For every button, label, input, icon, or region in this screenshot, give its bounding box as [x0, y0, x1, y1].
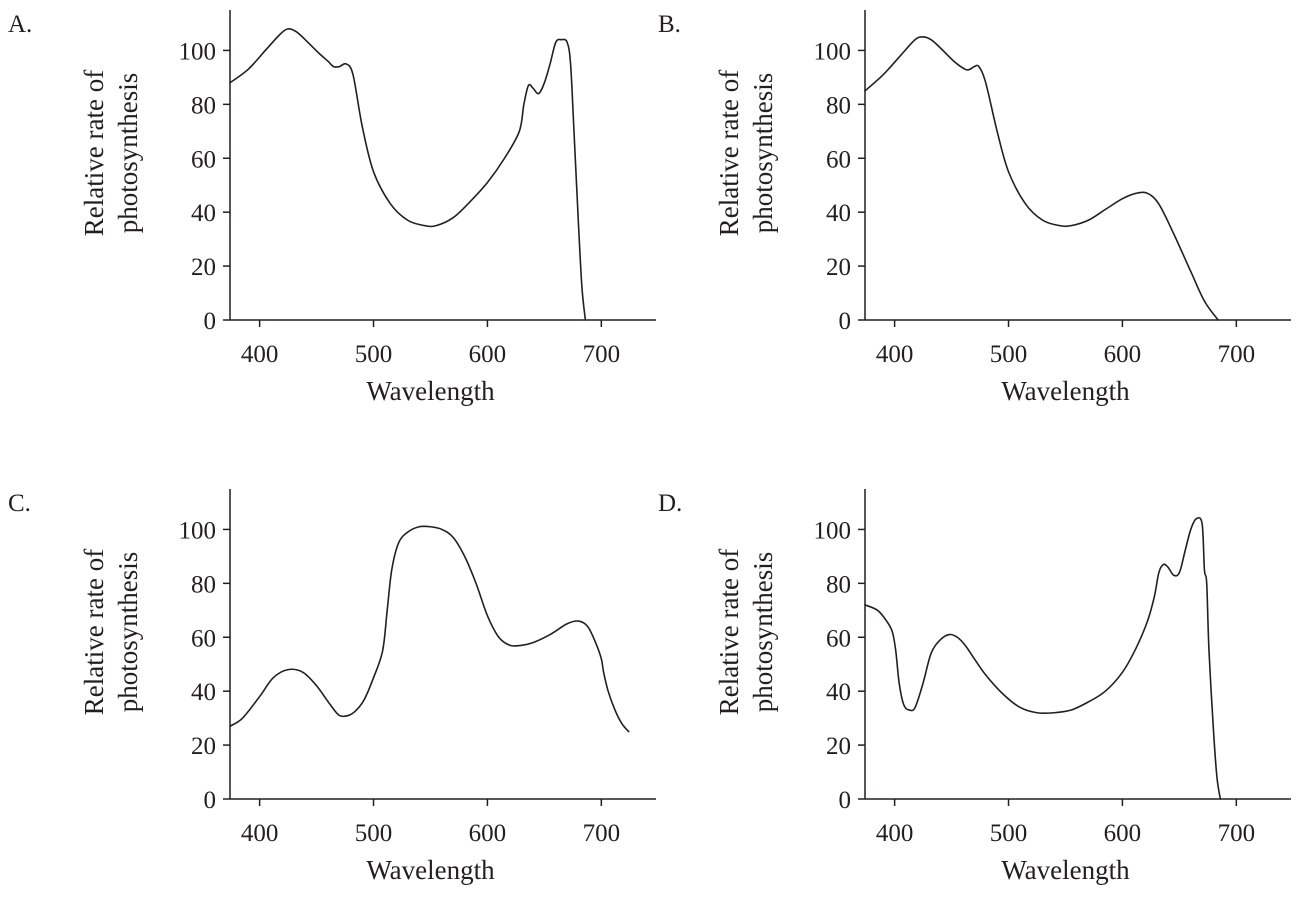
y-tick-label: 60 — [826, 625, 851, 652]
y-axis-title-line: Relative rate of — [79, 70, 109, 236]
series-line — [864, 516, 1222, 800]
x-tick-label: 700 — [583, 820, 621, 847]
y-axis-title-line: photosynthesis — [113, 73, 143, 234]
x-axis-title: Wavelength — [1001, 855, 1130, 885]
y-tick-label: 40 — [191, 200, 216, 227]
x-tick-label: 400 — [876, 820, 914, 847]
chart-panel-c: C. 0 20 40 60 80 100 400 500 600 700 Wavelength Rel… — [8, 489, 656, 885]
y-tick-label: 0 — [204, 308, 217, 335]
y-tick-label: 80 — [191, 571, 216, 598]
y-tick-label: 40 — [826, 200, 851, 227]
y-tick-label: 60 — [191, 625, 216, 652]
y-tick-label: 100 — [179, 517, 217, 544]
x-tick-label: 500 — [990, 820, 1027, 847]
y-tick-label: 60 — [826, 146, 851, 173]
chart-panel-a: A. 0 20 40 60 80 100 400 500 600 700 Wavelength Rel… — [8, 10, 656, 406]
x-tick-label: 500 — [355, 341, 393, 368]
series-line — [864, 36, 1219, 321]
y-axis-title-line: photosynthesis — [748, 552, 778, 713]
y-axis-title-line: photosynthesis — [748, 73, 778, 234]
x-axis-title: Wavelength — [366, 855, 495, 885]
y-axis-title-line: photosynthesis — [113, 552, 143, 713]
y-tick-label: 40 — [826, 679, 851, 706]
y-tick-label: 0 — [839, 308, 852, 335]
y-tick-label: 20 — [826, 254, 851, 281]
x-tick-label: 400 — [876, 341, 914, 368]
y-tick-label: 0 — [204, 787, 217, 814]
y-tick-label: 40 — [191, 679, 216, 706]
x-tick-label: 600 — [1104, 820, 1142, 847]
y-axis-title-line: Relative rate of — [714, 70, 744, 236]
y-tick-label: 20 — [826, 733, 851, 760]
y-tick-label: 0 — [839, 787, 852, 814]
x-axis-title: Wavelength — [1001, 376, 1130, 406]
x-tick-label: 700 — [1218, 341, 1256, 368]
y-tick-label: 80 — [826, 92, 851, 119]
x-tick-label: 500 — [990, 341, 1027, 368]
y-tick-label: 20 — [191, 733, 216, 760]
y-tick-label: 100 — [179, 38, 217, 65]
y-tick-label: 100 — [814, 38, 852, 65]
chart-panel-b: B. 0 20 40 60 80 100 400 500 600 700 Wavelength Rel… — [658, 10, 1291, 406]
y-tick-label: 60 — [191, 146, 216, 173]
series-line — [229, 525, 630, 733]
y-axis-title-line: Relative rate of — [79, 549, 109, 715]
y-tick-label: 80 — [191, 92, 216, 119]
x-tick-label: 400 — [241, 820, 278, 847]
x-tick-label: 700 — [583, 341, 621, 368]
panel-letter: C. — [8, 490, 31, 517]
y-tick-label: 100 — [814, 517, 852, 544]
x-axis-title: Wavelength — [366, 376, 495, 406]
x-tick-label: 600 — [469, 341, 507, 368]
y-tick-label: 80 — [826, 571, 851, 598]
panel-letter: D. — [658, 490, 682, 517]
chart-panel-d: D. 0 20 40 60 80 100 400 500 600 700 Wavelength Rel… — [658, 489, 1291, 885]
x-tick-label: 500 — [355, 820, 393, 847]
x-tick-label: 600 — [469, 820, 507, 847]
y-tick-label: 20 — [191, 254, 216, 281]
series-line — [229, 27, 587, 321]
panel-letter: B. — [658, 11, 681, 38]
x-tick-label: 700 — [1218, 820, 1256, 847]
x-tick-label: 600 — [1104, 341, 1142, 368]
panel-letter: A. — [8, 11, 32, 38]
y-axis-title-line: Relative rate of — [714, 549, 744, 715]
x-tick-label: 400 — [241, 341, 278, 368]
